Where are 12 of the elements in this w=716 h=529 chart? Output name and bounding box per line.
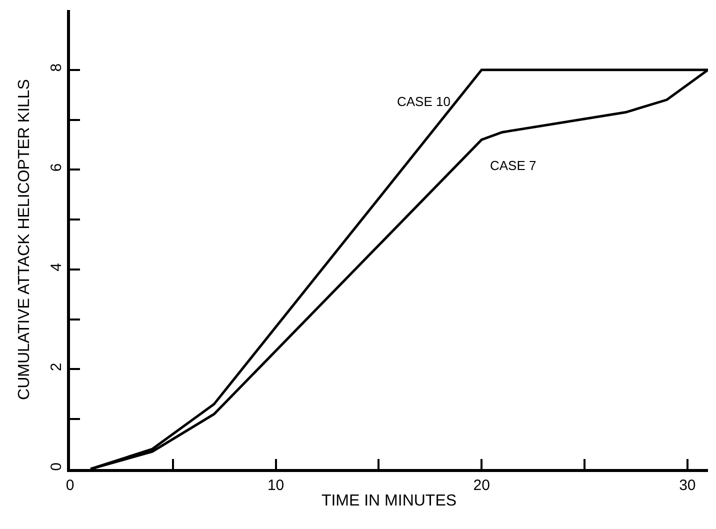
y-tick-label: 0 (48, 462, 65, 471)
x-tick-label: 30 (679, 477, 696, 494)
y-tick-label: 8 (48, 63, 65, 72)
y-tick-label: 6 (48, 163, 65, 172)
y-tick-label: 2 (48, 362, 65, 372)
x-tick-label: 20 (473, 477, 490, 494)
y-tick-label: 4 (48, 263, 65, 272)
y-axis-title: CUMULATIVE ATTACK HELICOPTER KILLS (16, 79, 33, 400)
x-axis-title: TIME IN MINUTES (321, 492, 457, 510)
series-label: CASE 10 (397, 94, 450, 109)
series-label: CASE 7 (490, 158, 536, 173)
x-tick-label: 10 (267, 477, 284, 494)
